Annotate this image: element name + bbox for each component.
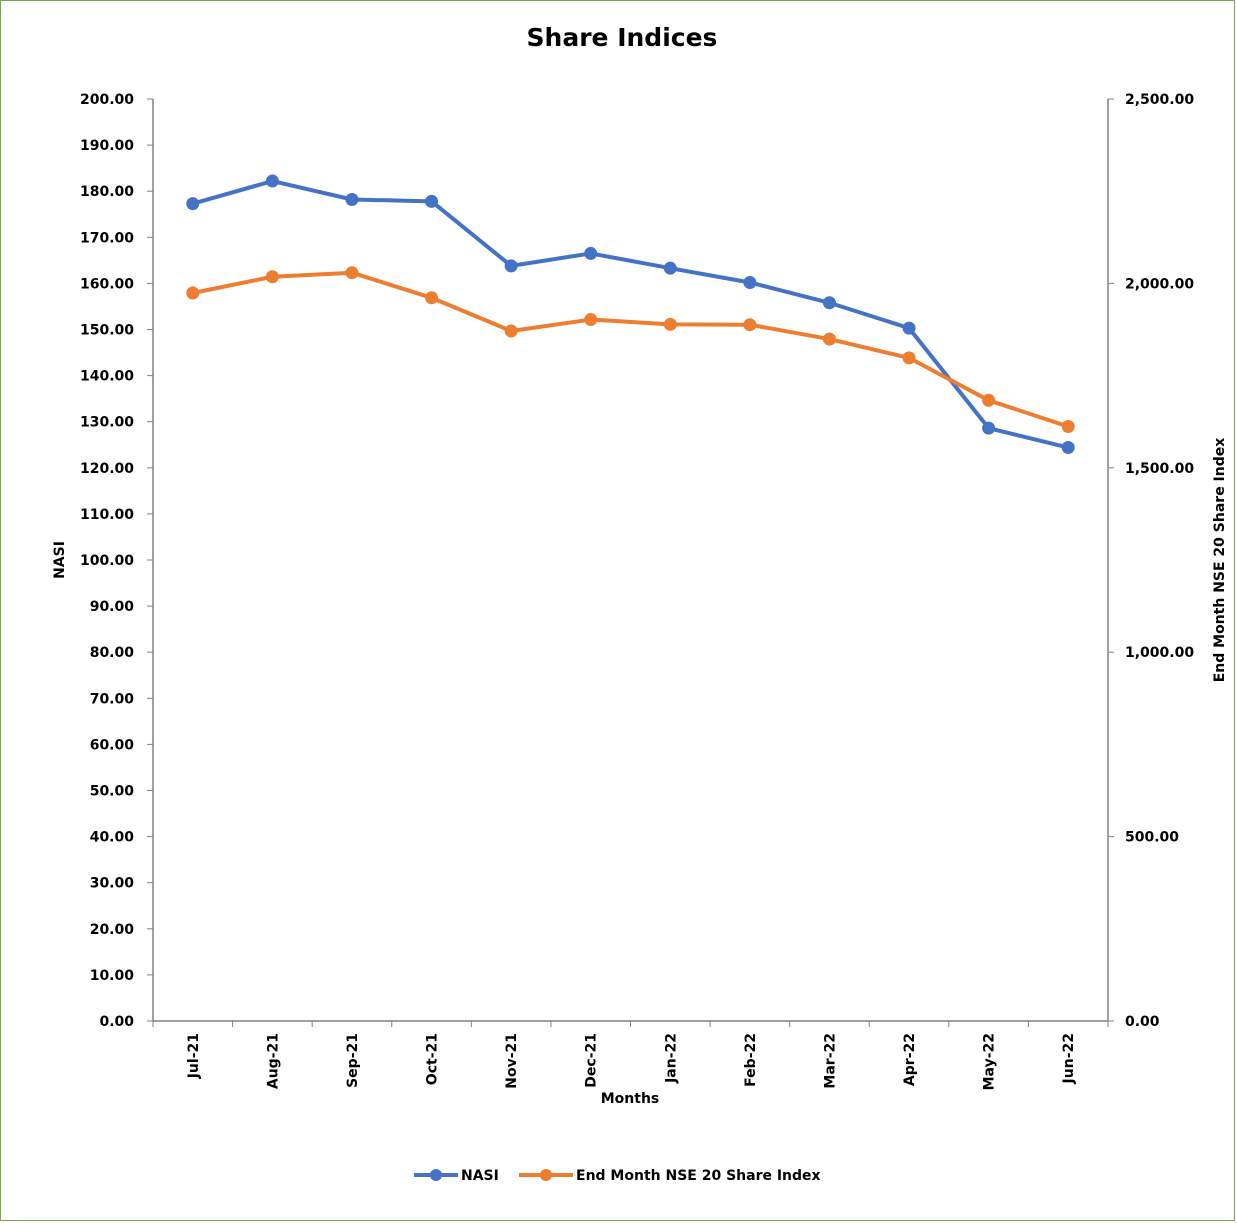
x-tick-label: Jun-22 [1061,1033,1077,1084]
left-tick-label: 20.00 [90,922,135,938]
left-tick-label: 60.00 [90,737,135,753]
series-line-nse20 [190,270,1071,429]
y-axis-label: NASI [52,541,68,579]
data-point-nasi [982,421,996,435]
left-axis-ticks: 0.00 10.00 20.00 30.00 40.00 50.00 60.00 70.00 8… [80,92,153,1030]
chart-title: Share Indices [527,23,718,52]
left-tick-label: 40.00 [90,830,135,846]
left-tick-label: 110.00 [80,507,134,523]
legend: NASI End Month NSE 20 Share Index [414,1168,821,1184]
left-tick-label: 10.00 [90,968,135,984]
data-point-nasi [504,259,518,273]
x-tick-label: Apr-22 [902,1033,918,1086]
x-tick-label: Mar-22 [822,1033,838,1089]
data-point-nse20 [584,313,598,327]
data-point-nse20 [186,286,200,300]
x-tick-label: Nov-21 [504,1033,520,1089]
right-tick-label: 2,000.00 [1125,276,1194,292]
data-point-nse20 [504,324,518,338]
x-axis-label: Months [601,1091,660,1107]
data-point-nse20 [663,317,677,331]
data-point-nasi [743,275,757,289]
left-tick-label: 170.00 [80,230,134,246]
left-tick-label: 150.00 [80,323,134,339]
x-tick-label: May-22 [982,1033,998,1090]
data-point-nasi [584,246,598,260]
data-point-nasi [265,174,279,188]
left-tick-label: 100.00 [80,553,134,569]
data-point-nse20 [1061,419,1075,433]
legend-label-nasi: NASI [461,1168,499,1184]
left-tick-label: 190.00 [80,138,134,154]
legend-label-nse20: End Month NSE 20 Share Index [576,1168,821,1184]
left-tick-label: 90.00 [90,599,135,615]
right-tick-label: 1,000.00 [1125,645,1194,661]
data-point-nse20 [265,270,279,284]
data-point-nse20 [982,393,996,407]
legend-marker-nasi [430,1169,442,1181]
series-group [186,174,1075,455]
x-tick-label: Jul-21 [186,1033,202,1079]
legend-marker-nse20 [540,1169,552,1181]
data-point-nse20 [743,318,757,332]
left-tick-label: 80.00 [90,645,135,661]
series-line-nasi [190,179,1071,450]
right-tick-label: 0.00 [1125,1014,1160,1030]
data-point-nse20 [822,332,836,346]
data-point-nasi [425,194,439,208]
data-point-nasi [822,296,836,310]
left-tick-label: 30.00 [90,876,135,892]
left-tick-label: 140.00 [80,369,134,385]
y2-axis-label: End Month NSE 20 Share Index [1212,438,1228,683]
x-tick-label: Jan-22 [663,1033,679,1084]
axes [152,99,1109,1022]
right-axis-ticks: 0.00 500.00 1,000.00 1,500.00 2,000.00 2,500.… [1108,92,1194,1030]
x-tick-label: Aug-21 [265,1033,281,1089]
x-axis-ticks: Jul-21 Aug-21 Sep-21 Oct-21 Nov-21 Dec-21 Jan-… [152,1021,1109,1090]
left-tick-label: 180.00 [80,184,134,200]
data-point-nse20 [345,266,359,280]
data-point-nasi [345,192,359,206]
right-tick-label: 1,500.00 [1125,461,1194,477]
left-tick-label: 160.00 [80,276,134,292]
left-tick-label: 130.00 [80,415,134,431]
left-tick-label: 50.00 [90,784,135,800]
right-tick-label: 500.00 [1125,830,1179,846]
data-point-nasi [186,197,200,211]
left-tick-label: 70.00 [90,691,135,707]
data-point-nse20 [425,291,439,305]
left-tick-label: 0.00 [99,1014,134,1030]
data-point-nse20 [902,351,916,365]
data-point-nasi [1061,441,1075,455]
data-point-nasi [663,261,677,275]
left-tick-label: 120.00 [80,461,134,477]
data-point-nasi [902,321,916,335]
x-tick-label: Feb-22 [743,1033,759,1087]
x-tick-label: Sep-21 [345,1033,361,1088]
left-tick-label: 200.00 [80,92,134,108]
x-tick-label: Oct-21 [425,1033,441,1085]
right-tick-label: 2,500.00 [1125,92,1194,108]
x-tick-label: Dec-21 [584,1033,600,1088]
